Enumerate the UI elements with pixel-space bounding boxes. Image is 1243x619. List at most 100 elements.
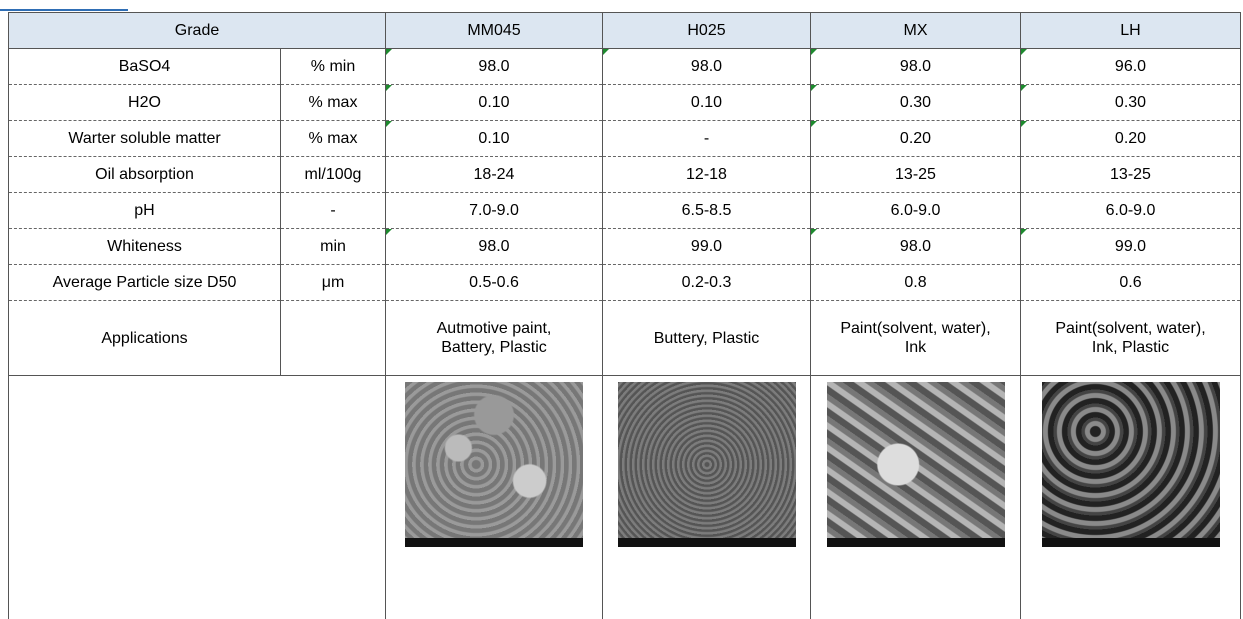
data-row: Whiteness min 98.0 99.0 98.0 99.0 <box>8 228 1241 265</box>
data-row: H2O% max 0.10 0.10 0.30 0.30 <box>8 84 1241 121</box>
cell-indicator <box>811 121 817 127</box>
image-cell <box>385 375 603 619</box>
header-cell: H025 <box>602 12 811 49</box>
application-cell: Autmotive paint, Battery, Plastic <box>385 300 603 376</box>
sem-image <box>617 382 796 547</box>
cell-indicator <box>811 229 817 235</box>
value-cell: 98.0 <box>385 228 603 265</box>
cell-indicator <box>811 85 817 91</box>
value-cell: 6.0-9.0 <box>1020 192 1241 229</box>
header-cell: MX <box>810 12 1021 49</box>
application-line: Paint(solvent, water), <box>1055 320 1206 337</box>
application-cell: Paint(solvent, water), Ink <box>810 300 1021 376</box>
value-cell: 6.5-8.5 <box>602 192 811 229</box>
unit-cell: % max <box>280 120 386 157</box>
image-cell <box>810 375 1021 619</box>
property-cell: Whiteness <box>8 228 281 265</box>
sem-image <box>1041 382 1220 547</box>
value-cell: 12-18 <box>602 156 811 193</box>
data-row: Warter soluble matter% max 0.10-0.20 0.20 <box>8 120 1241 157</box>
value-cell: 96.0 <box>1020 48 1241 85</box>
value-cell: 99.0 <box>602 228 811 265</box>
sem-info-bar <box>826 538 1005 547</box>
value-cell: 98.0 <box>810 48 1021 85</box>
value-cell: 0.8 <box>810 264 1021 301</box>
cell-indicator <box>1021 49 1027 55</box>
unit-cell: ml/100g <box>280 156 386 193</box>
value-cell: 98.0 <box>810 228 1021 265</box>
application-line: Paint(solvent, water), <box>840 320 991 337</box>
value-cell: 0.20 <box>810 120 1021 157</box>
application-line: Ink, Plastic <box>1091 339 1170 356</box>
application-line: Battery, Plastic <box>441 339 547 356</box>
sem-info-bar <box>1041 538 1220 547</box>
application-cell: Buttery, Plastic <box>602 300 811 376</box>
value-cell: 0.20 <box>1020 120 1241 157</box>
cell-indicator <box>603 49 609 55</box>
image-cell <box>602 375 811 619</box>
cell-indicator <box>1021 229 1027 235</box>
value-cell: 13-25 <box>810 156 1021 193</box>
sem-image <box>826 382 1005 547</box>
blank-cell <box>8 375 386 619</box>
data-row: BaSO4% min 98.0 98.0 98.0 96.0 <box>8 48 1241 85</box>
property-cell: BaSO4 <box>8 48 281 85</box>
application-cell: Paint(solvent, water), Ink, Plastic <box>1020 300 1241 376</box>
image-cell <box>1020 375 1241 619</box>
value-cell: 99.0 <box>1020 228 1241 265</box>
unit-cell <box>280 300 386 376</box>
value-cell: 0.30 <box>1020 84 1241 121</box>
value-cell: 0.10 <box>602 84 811 121</box>
spec-table: Grade MM045 H025 MX LH BaSO4% min 98.0 98.0 98.0… <box>8 12 1241 619</box>
unit-cell: % max <box>280 84 386 121</box>
sem-image <box>405 382 583 547</box>
cell-indicator <box>1021 85 1027 91</box>
unit-cell: - <box>280 192 386 229</box>
header-cell: LH <box>1020 12 1241 49</box>
unit-cell: μm <box>280 264 386 301</box>
unit-cell: min <box>280 228 386 265</box>
value-cell: 0.6 <box>1020 264 1241 301</box>
value-cell: 0.30 <box>810 84 1021 121</box>
table-body: Grade MM045 H025 MX LH BaSO4% min 98.0 98.0 98.0… <box>8 12 1241 619</box>
property-cell: Average Particle size D50 <box>8 264 281 301</box>
cell-indicator <box>386 229 392 235</box>
application-line: Autmotive paint, <box>436 320 552 337</box>
cell-indicator <box>1021 121 1027 127</box>
value-cell: 0.10 <box>385 84 603 121</box>
image-row <box>8 375 1241 619</box>
value-cell: 13-25 <box>1020 156 1241 193</box>
property-cell: Applications <box>8 300 281 376</box>
value-cell: 6.0-9.0 <box>810 192 1021 229</box>
property-cell: Warter soluble matter <box>8 120 281 157</box>
sheet-tab-underline <box>0 9 128 11</box>
cell-indicator <box>811 49 817 55</box>
data-row: Average Particle size D50 μm 0.5-0.6 0.2-0.… <box>8 264 1241 301</box>
value-cell: - <box>602 120 811 157</box>
value-cell: 7.0-9.0 <box>385 192 603 229</box>
application-line: Ink <box>904 339 927 356</box>
cell-indicator <box>386 85 392 91</box>
property-cell: Oil absorption <box>8 156 281 193</box>
cell-indicator <box>386 121 392 127</box>
value-cell: 0.2-0.3 <box>602 264 811 301</box>
header-cell: MM045 <box>385 12 603 49</box>
value-cell: 0.10 <box>385 120 603 157</box>
header-row: Grade MM045 H025 MX LH <box>8 12 1241 49</box>
sem-info-bar <box>405 538 583 547</box>
header-cell: Grade <box>8 12 386 49</box>
cell-indicator <box>386 49 392 55</box>
data-row: Oil absorption ml/100g 18-24 12-18 13-25 13-2… <box>8 156 1241 193</box>
value-cell: 98.0 <box>602 48 811 85</box>
unit-cell: % min <box>280 48 386 85</box>
value-cell: 18-24 <box>385 156 603 193</box>
property-cell: pH <box>8 192 281 229</box>
property-cell: H2O <box>8 84 281 121</box>
value-cell: 0.5-0.6 <box>385 264 603 301</box>
sem-info-bar <box>617 538 796 547</box>
value-cell: 98.0 <box>385 48 603 85</box>
data-row: pH -7.0-9.0 6.5-8.5 6.0-9.0 6.0-9.0 <box>8 192 1241 229</box>
application-line: Buttery, Plastic <box>653 329 760 347</box>
applications-row: Applications Autmotive paint, Battery, Pla… <box>8 300 1241 376</box>
